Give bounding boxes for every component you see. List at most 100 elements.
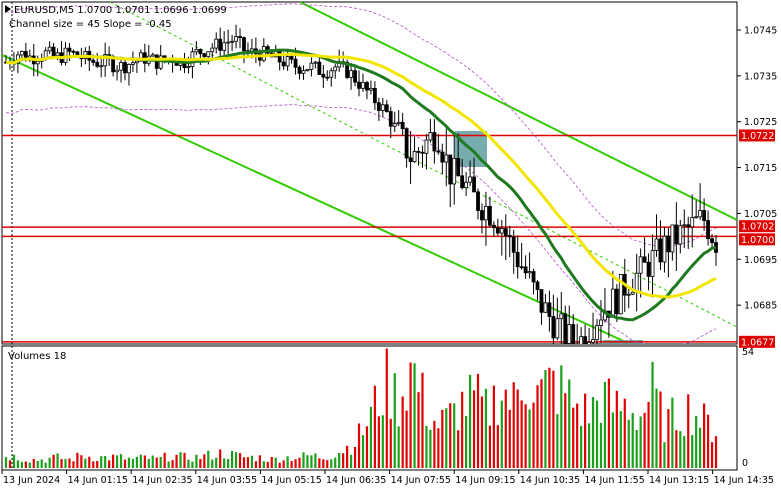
candle bbox=[420, 151, 425, 154]
candle bbox=[357, 81, 361, 89]
candle bbox=[242, 37, 246, 52]
level-tag bbox=[739, 129, 775, 142]
time-tick-label: 14 Jun 03:55 bbox=[197, 475, 257, 486]
volumes-pane[interactable] bbox=[1, 345, 738, 471]
candle bbox=[380, 104, 385, 111]
candle bbox=[456, 157, 461, 177]
price-axis[interactable]: 1.0745 1.0735 1.0725 1.0715 1.0705 1.0695 1.06… bbox=[737, 26, 777, 312]
candle bbox=[587, 341, 591, 344]
candle bbox=[555, 318, 560, 339]
channel-info: Channel size = 45 Slope = -0.45 bbox=[9, 19, 172, 30]
envelope-upper bbox=[5, 3, 717, 248]
candle bbox=[119, 62, 123, 71]
candle bbox=[345, 61, 350, 78]
candle bbox=[567, 324, 572, 344]
time-axis[interactable]: 13 Jun 2024 14 Jun 01:15 14 Jun 02:35 14 Ju… bbox=[1, 470, 774, 486]
candle bbox=[551, 316, 556, 339]
candle bbox=[194, 48, 199, 53]
candle bbox=[571, 324, 576, 344]
candle bbox=[408, 157, 413, 163]
candle bbox=[234, 36, 238, 42]
channel-lower-line[interactable] bbox=[2, 54, 631, 344]
candle bbox=[349, 70, 353, 78]
candle bbox=[261, 46, 266, 61]
candle bbox=[535, 281, 540, 290]
candle bbox=[138, 52, 143, 62]
candle bbox=[384, 104, 389, 112]
candle bbox=[610, 288, 615, 318]
candle bbox=[444, 154, 449, 163]
candle bbox=[230, 40, 234, 43]
candle bbox=[150, 54, 155, 57]
candle bbox=[484, 205, 488, 221]
collapse-triangle-icon[interactable] bbox=[5, 5, 11, 13]
channel-upper-line[interactable] bbox=[299, 2, 737, 221]
candle bbox=[618, 273, 623, 315]
candle bbox=[511, 236, 516, 253]
candle bbox=[289, 56, 294, 60]
candle bbox=[404, 128, 409, 159]
candle bbox=[503, 228, 508, 236]
chart-title: EURUSD,M5 1.0700 1.0701 1.0696 1.0699 bbox=[14, 5, 227, 16]
candle bbox=[317, 61, 322, 75]
candle bbox=[666, 235, 671, 253]
candle bbox=[202, 53, 207, 58]
candle bbox=[115, 69, 119, 73]
time-tick-label: 14 Jun 01:15 bbox=[68, 475, 128, 486]
candle bbox=[626, 293, 631, 296]
price-tick-label: 1.0725 bbox=[744, 117, 777, 128]
candle bbox=[698, 210, 703, 218]
candle bbox=[614, 288, 619, 315]
candle bbox=[472, 176, 476, 193]
main-pane[interactable] bbox=[1, 1, 738, 345]
candle bbox=[123, 62, 127, 74]
candle bbox=[678, 225, 683, 245]
candle bbox=[464, 181, 469, 189]
candle bbox=[539, 289, 544, 313]
candle bbox=[702, 210, 707, 221]
candle bbox=[309, 62, 314, 70]
candle bbox=[134, 60, 139, 64]
candle bbox=[710, 238, 714, 244]
candle bbox=[460, 175, 465, 189]
time-tick-label: 14 Jun 06:35 bbox=[326, 475, 386, 486]
candle bbox=[412, 150, 417, 163]
volume-bottom-tick: 0 bbox=[742, 458, 748, 469]
candle bbox=[547, 302, 552, 317]
candle bbox=[416, 150, 421, 153]
candle bbox=[491, 224, 496, 229]
candle bbox=[583, 336, 588, 344]
moving-average-fast[interactable] bbox=[5, 52, 717, 299]
time-tick-label: 13 Jun 2024 bbox=[3, 475, 60, 486]
candle bbox=[238, 36, 242, 39]
time-tick-label: 14 Jun 10:35 bbox=[520, 475, 580, 486]
level-tag-label: 1.0722 bbox=[741, 131, 774, 142]
candle bbox=[51, 46, 56, 57]
candle bbox=[226, 41, 231, 44]
candle bbox=[293, 58, 298, 68]
candle bbox=[103, 54, 108, 67]
time-tick-label: 14 Jun 09:15 bbox=[455, 475, 515, 486]
price-tick-label: 1.0685 bbox=[744, 301, 777, 312]
level-tag bbox=[739, 220, 775, 233]
price-tick-label: 1.0745 bbox=[744, 26, 777, 37]
candle bbox=[440, 151, 445, 163]
time-tick-label: 14 Jun 02:35 bbox=[132, 475, 192, 486]
candle bbox=[365, 82, 369, 91]
candle bbox=[634, 272, 639, 293]
candle bbox=[595, 325, 599, 341]
candle bbox=[333, 66, 338, 72]
candle bbox=[630, 291, 635, 295]
candle bbox=[369, 87, 373, 91]
candle bbox=[682, 224, 687, 227]
level-tag bbox=[739, 233, 775, 246]
candle bbox=[519, 266, 524, 269]
volume-bars bbox=[4, 348, 718, 468]
candle bbox=[305, 69, 310, 72]
candle bbox=[658, 238, 663, 263]
candle bbox=[452, 157, 457, 185]
candle bbox=[99, 65, 104, 68]
candle bbox=[19, 51, 24, 56]
candle bbox=[488, 205, 492, 226]
